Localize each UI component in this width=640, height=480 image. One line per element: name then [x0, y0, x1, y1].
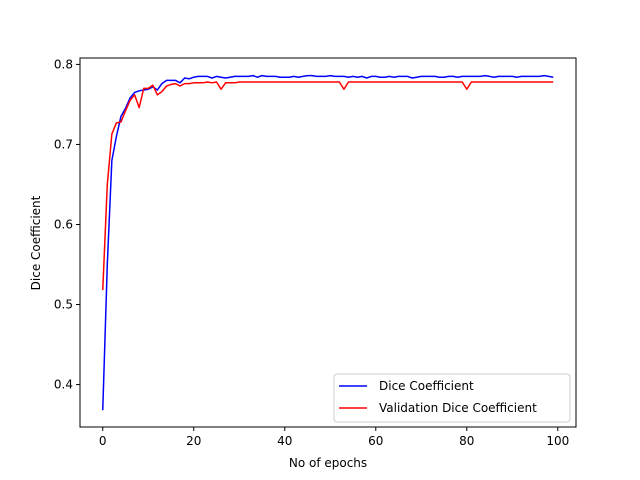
- legend-box: [333, 373, 571, 423]
- legend: Dice Coefficient Validation Dice Coeffici…: [333, 373, 571, 423]
- y-tick-label: 0.7: [54, 137, 73, 151]
- y-tick-label: 0.4: [54, 378, 73, 392]
- x-axis-label: No of epochs: [289, 456, 367, 470]
- y-tick-label: 0.8: [54, 57, 73, 71]
- x-tick-label: 20: [186, 434, 201, 448]
- x-tick-label: 0: [99, 434, 107, 448]
- plot-frame: [79, 57, 577, 428]
- series-line-2: [102, 81, 554, 291]
- y-tick-label: 0.6: [54, 217, 73, 231]
- series-line-1: [102, 74, 554, 411]
- legend-label-2: Validation Dice Coefficient: [379, 401, 537, 415]
- x-tick-label: 40: [277, 434, 292, 448]
- legend-label-1: Dice Coefficient: [379, 379, 474, 393]
- y-tick-label: 0.5: [54, 298, 73, 312]
- x-tick-label: 100: [546, 434, 569, 448]
- x-tick-label: 80: [459, 434, 474, 448]
- x-tick-label: 60: [368, 434, 383, 448]
- x-axis-ticks: 0 20 40 60 80 100: [99, 427, 569, 448]
- y-axis-label: Dice Coefficient: [29, 195, 43, 290]
- y-axis-ticks: 0.4 0.5 0.6 0.7 0.8: [54, 57, 80, 392]
- plot-area: [79, 57, 577, 428]
- plot-background: [80, 58, 576, 427]
